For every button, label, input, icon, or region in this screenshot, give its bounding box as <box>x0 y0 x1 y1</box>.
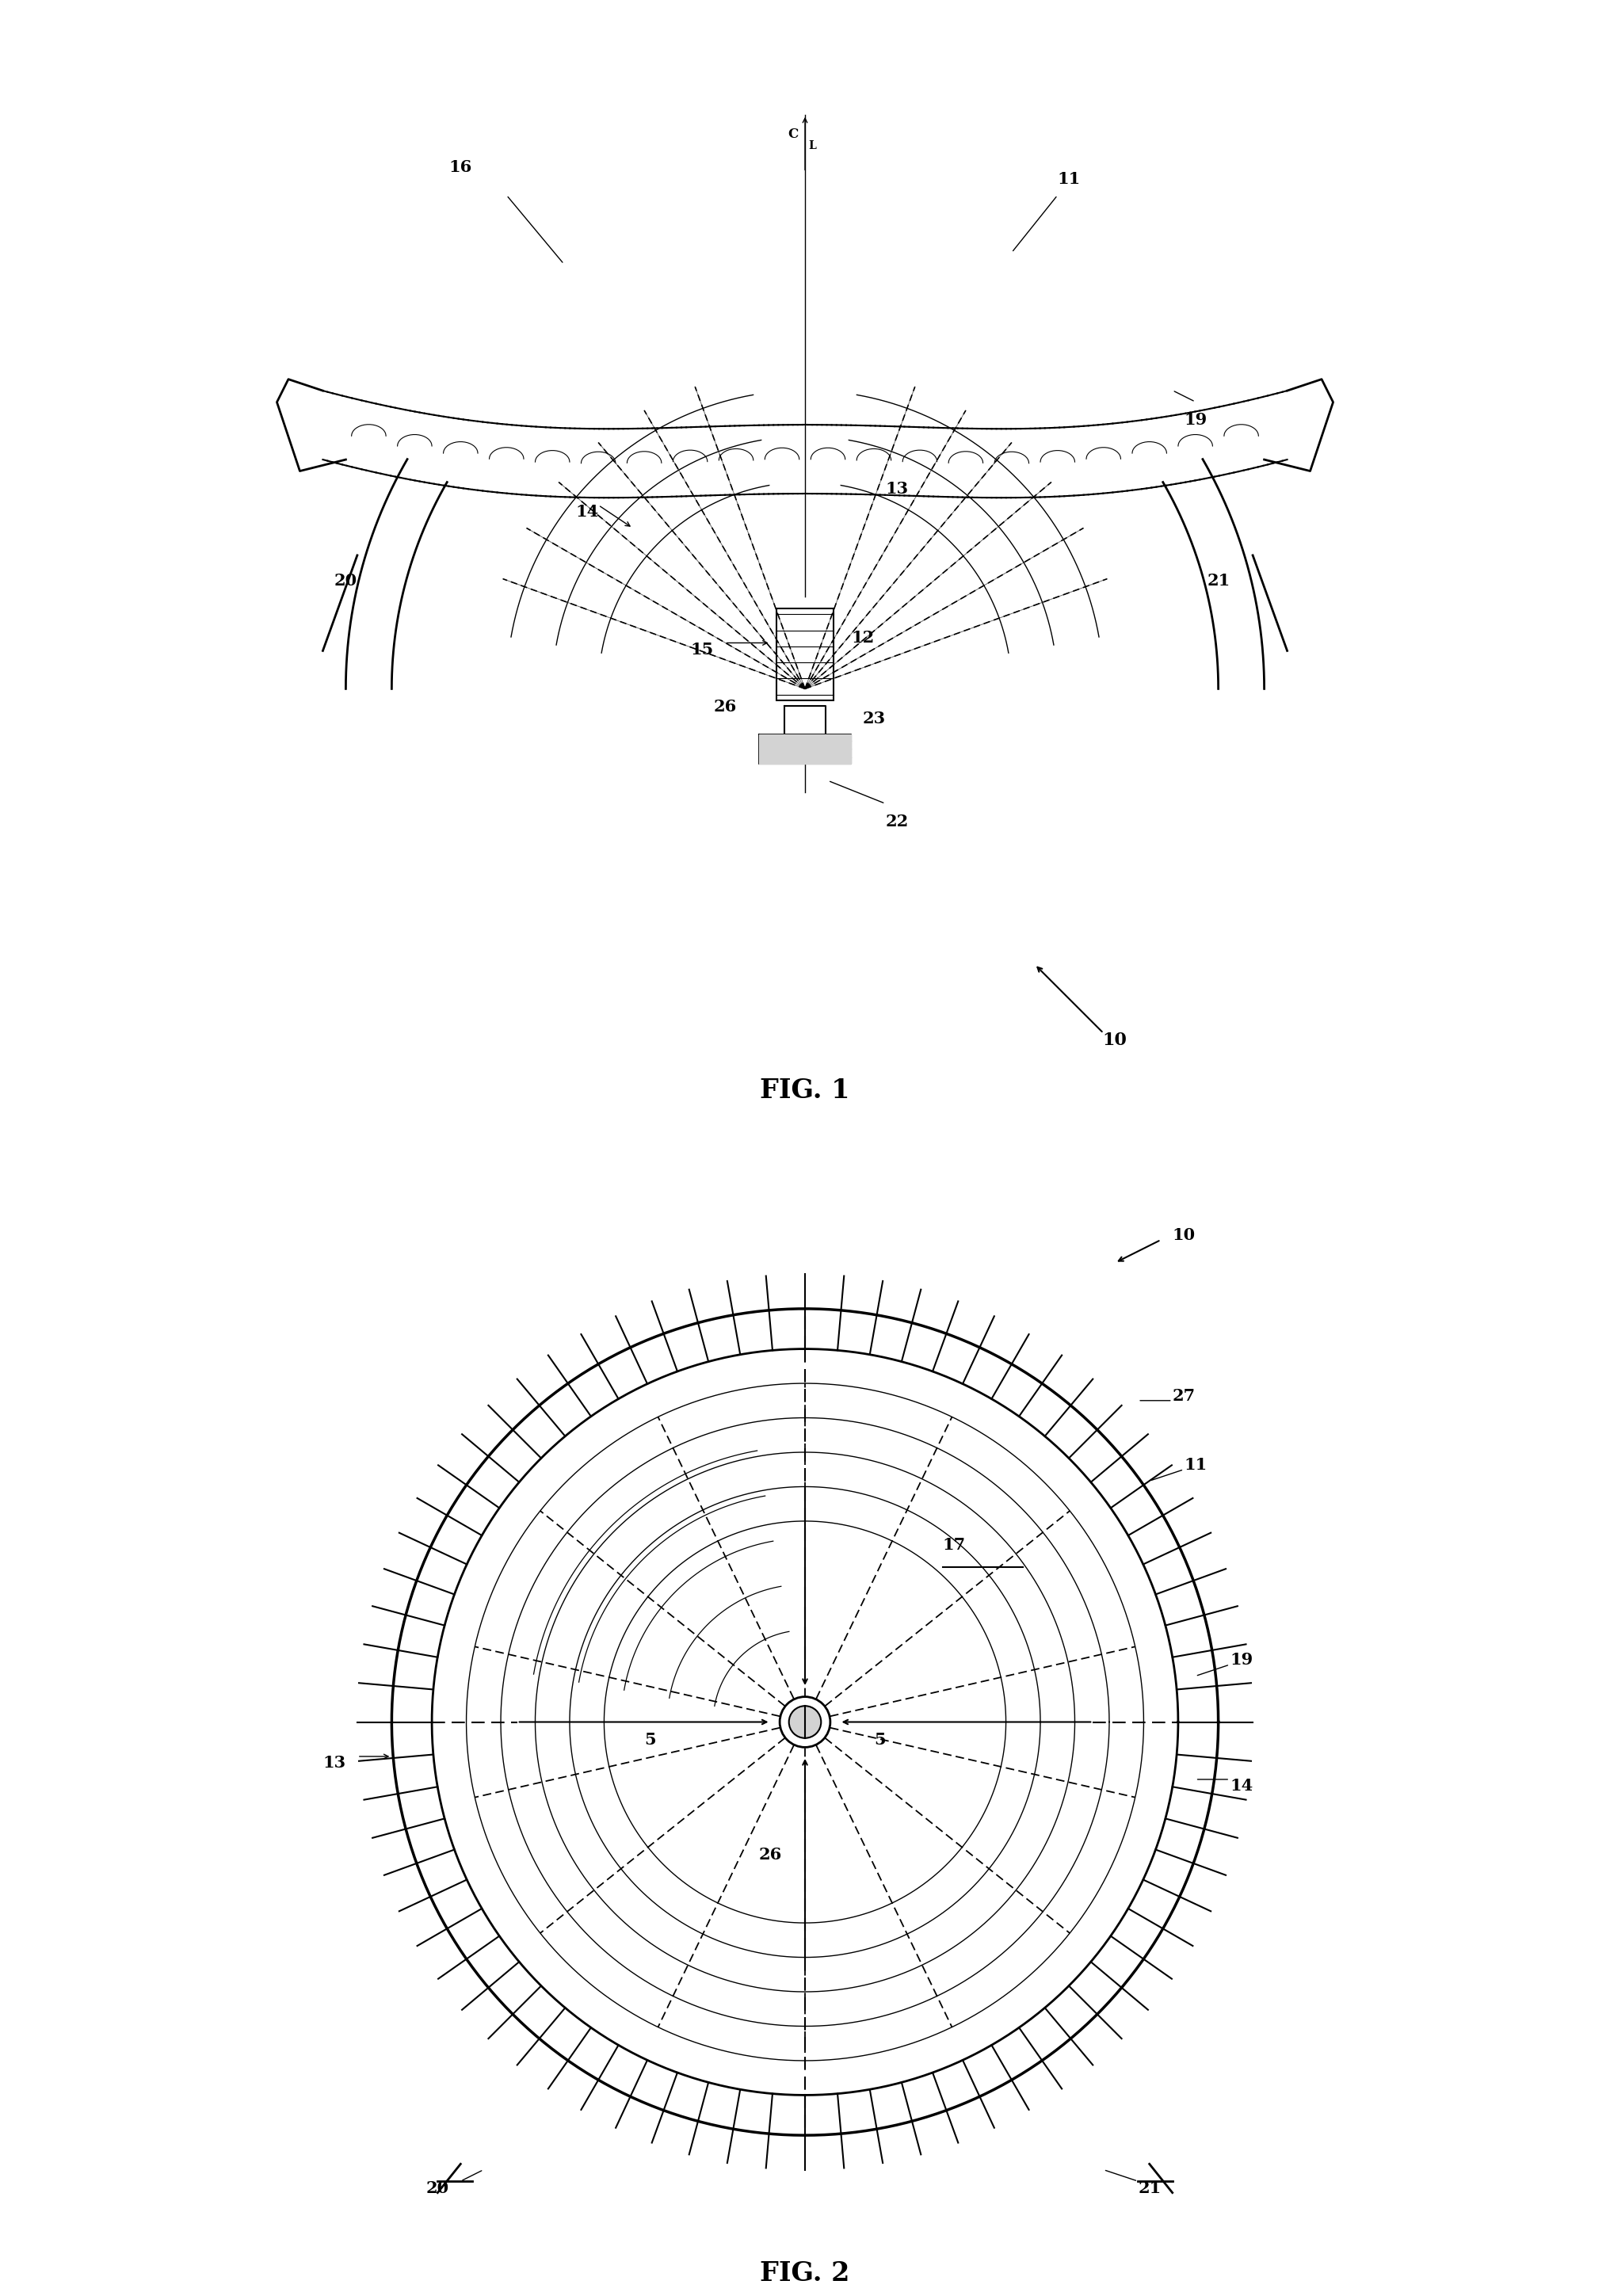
Text: 13: 13 <box>886 480 908 496</box>
Text: 19: 19 <box>1183 411 1208 427</box>
Text: 23: 23 <box>863 709 886 726</box>
Text: 16: 16 <box>449 158 472 174</box>
Text: 5: 5 <box>644 1731 655 1747</box>
Text: 11: 11 <box>1183 1456 1208 1472</box>
Text: 11: 11 <box>1058 170 1080 186</box>
Circle shape <box>779 1697 831 1747</box>
Text: 19: 19 <box>1230 1651 1253 1667</box>
Text: FIG. 1: FIG. 1 <box>760 1077 850 1104</box>
Text: 5: 5 <box>874 1731 886 1747</box>
Text: 20: 20 <box>335 572 357 588</box>
Text: 17: 17 <box>943 1536 966 1552</box>
Circle shape <box>789 1706 821 1738</box>
Text: 10: 10 <box>1103 1031 1127 1049</box>
Text: 12: 12 <box>852 629 874 645</box>
Text: 14: 14 <box>575 503 599 519</box>
Text: 15: 15 <box>691 641 713 657</box>
Polygon shape <box>758 735 852 762</box>
Text: 27: 27 <box>1172 1387 1196 1403</box>
Text: 20: 20 <box>427 2179 449 2195</box>
Text: FIG. 2: FIG. 2 <box>760 2259 850 2287</box>
Text: 14: 14 <box>1230 1777 1253 1793</box>
Text: 22: 22 <box>886 813 908 829</box>
Bar <box>776 608 834 700</box>
Text: 21: 21 <box>1208 572 1230 588</box>
Text: 26: 26 <box>713 698 736 714</box>
Text: 21: 21 <box>1138 2179 1161 2195</box>
Text: 13: 13 <box>324 1754 346 1770</box>
Text: L: L <box>808 140 816 152</box>
Text: C: C <box>787 129 799 140</box>
Text: 10: 10 <box>1172 1226 1196 1242</box>
Text: 26: 26 <box>758 1846 782 1862</box>
